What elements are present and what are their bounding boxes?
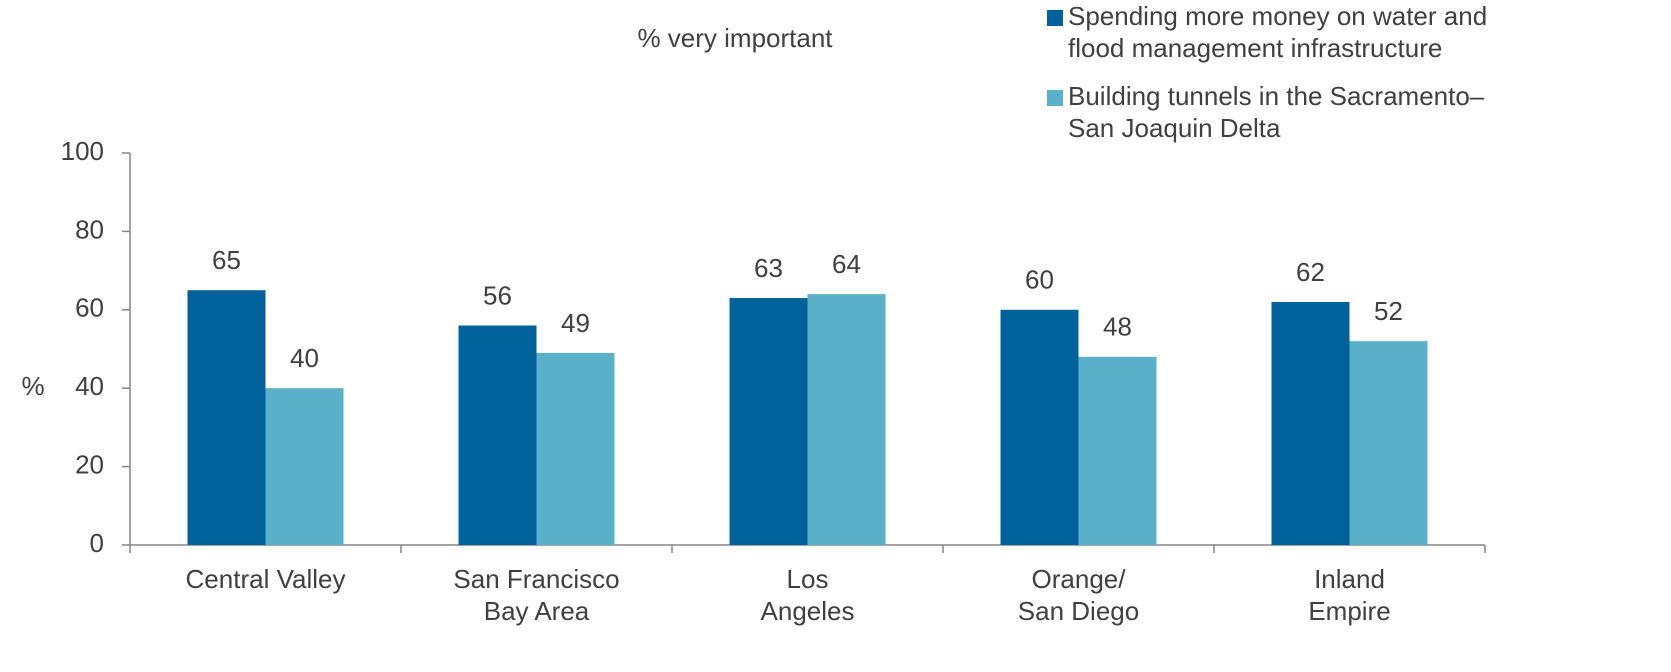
bar <box>1271 301 1350 545</box>
bar <box>536 352 615 545</box>
legend-label: Spending more money on water and flood ma… <box>1068 1 1487 63</box>
y-tick-label: 20 <box>75 449 104 479</box>
bar <box>1078 356 1157 545</box>
x-tick-label: Central Valley <box>186 564 346 594</box>
bar <box>187 290 266 545</box>
y-tick-label: 0 <box>90 528 104 558</box>
legend-swatch <box>1047 10 1063 26</box>
x-tick-label: San Francisco Bay Area <box>453 564 619 626</box>
y-tick-label: 60 <box>75 293 104 323</box>
x-tick-label: Los Angeles <box>761 564 855 626</box>
bar <box>729 298 808 545</box>
y-tick-label: 40 <box>75 371 104 401</box>
data-label: 52 <box>1374 296 1403 326</box>
bar <box>458 325 537 545</box>
data-label: 40 <box>290 343 319 373</box>
x-tick-label: Orange/San Diego <box>1018 564 1139 626</box>
chart-subtitle: % very important <box>637 23 833 53</box>
data-label: 49 <box>561 308 590 338</box>
y-tick-label: 80 <box>75 214 104 244</box>
legend-swatch <box>1047 90 1063 106</box>
y-tick-label: 100 <box>61 136 104 166</box>
data-label: 62 <box>1296 257 1325 287</box>
x-tick-label: Inland Empire <box>1308 564 1390 626</box>
data-label: 63 <box>754 253 783 283</box>
bar <box>807 294 886 545</box>
data-label: 48 <box>1103 312 1132 342</box>
data-label: 65 <box>212 245 241 275</box>
legend-label: Building tunnels in the Sacramento– San J… <box>1068 81 1485 143</box>
y-axis-label: % <box>21 371 44 401</box>
data-label: 60 <box>1025 265 1054 295</box>
data-label: 64 <box>832 249 861 279</box>
bar <box>265 388 344 545</box>
bar <box>1349 341 1428 545</box>
data-label: 56 <box>483 280 512 310</box>
bar <box>1000 309 1079 545</box>
